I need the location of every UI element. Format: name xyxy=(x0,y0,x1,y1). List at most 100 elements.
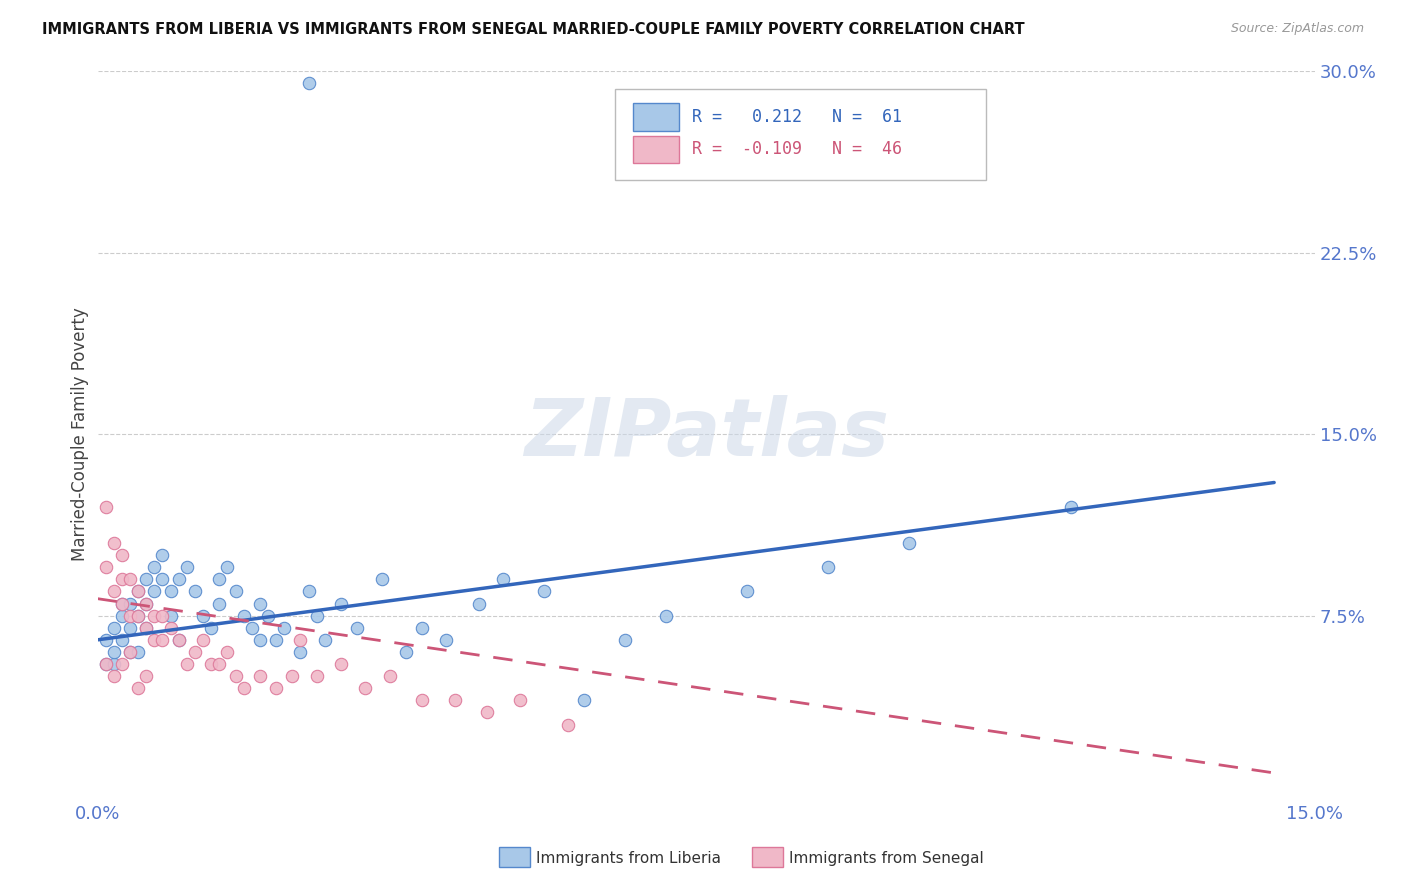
Point xyxy=(94,657,117,671)
Point xyxy=(225,584,247,599)
Point xyxy=(217,645,239,659)
Point xyxy=(817,560,839,574)
Point xyxy=(508,693,530,707)
Point xyxy=(305,608,328,623)
Point xyxy=(127,584,149,599)
Point xyxy=(249,632,271,647)
Point xyxy=(614,632,637,647)
Point xyxy=(297,584,319,599)
Point xyxy=(176,657,198,671)
Point xyxy=(127,584,149,599)
Point xyxy=(232,608,254,623)
Point xyxy=(111,632,134,647)
Point xyxy=(94,560,117,574)
Point xyxy=(127,608,149,623)
Point xyxy=(159,608,181,623)
Point xyxy=(135,621,157,635)
Point xyxy=(305,669,328,683)
Point xyxy=(135,572,157,586)
Point xyxy=(159,584,181,599)
Point xyxy=(94,500,117,514)
Point xyxy=(135,669,157,683)
Point xyxy=(152,572,174,586)
Point xyxy=(232,681,254,696)
Point xyxy=(94,632,117,647)
Point xyxy=(436,632,458,647)
Point xyxy=(492,572,515,586)
Point xyxy=(111,548,134,562)
FancyBboxPatch shape xyxy=(614,89,986,180)
Point xyxy=(143,560,166,574)
Point xyxy=(135,621,157,635)
Text: ZIPatlas: ZIPatlas xyxy=(523,395,889,473)
Point xyxy=(898,536,921,550)
Text: Immigrants from Liberia: Immigrants from Liberia xyxy=(536,851,721,865)
Point xyxy=(411,693,433,707)
Point xyxy=(411,621,433,635)
Point xyxy=(167,632,190,647)
Text: Immigrants from Senegal: Immigrants from Senegal xyxy=(789,851,984,865)
Point xyxy=(143,632,166,647)
Point xyxy=(273,621,295,635)
Point xyxy=(118,597,141,611)
Point xyxy=(111,597,134,611)
Point xyxy=(152,548,174,562)
Point xyxy=(184,645,207,659)
Point xyxy=(654,608,676,623)
Point xyxy=(443,693,465,707)
Point xyxy=(184,584,207,599)
Point xyxy=(103,657,125,671)
Point xyxy=(143,584,166,599)
Point xyxy=(167,632,190,647)
Point xyxy=(395,645,418,659)
Point xyxy=(475,706,498,720)
Bar xyxy=(633,136,679,163)
Point xyxy=(135,597,157,611)
Y-axis label: Married-Couple Family Poverty: Married-Couple Family Poverty xyxy=(72,307,89,561)
Point xyxy=(208,597,231,611)
Point xyxy=(103,669,125,683)
Point xyxy=(152,632,174,647)
Point xyxy=(118,645,141,659)
Point xyxy=(378,669,401,683)
Point xyxy=(127,681,149,696)
Point xyxy=(557,717,579,731)
Point xyxy=(167,572,190,586)
Point xyxy=(257,608,280,623)
Point xyxy=(354,681,377,696)
Point xyxy=(346,621,368,635)
Point xyxy=(159,621,181,635)
Point xyxy=(111,608,134,623)
Text: Source: ZipAtlas.com: Source: ZipAtlas.com xyxy=(1230,22,1364,36)
Point xyxy=(191,632,214,647)
Point xyxy=(264,632,287,647)
Point xyxy=(249,597,271,611)
Point xyxy=(118,645,141,659)
Point xyxy=(111,657,134,671)
Point xyxy=(176,560,198,574)
Bar xyxy=(633,103,679,130)
Point xyxy=(240,621,263,635)
Point xyxy=(330,657,353,671)
Point xyxy=(118,621,141,635)
Point xyxy=(264,681,287,696)
Point xyxy=(191,608,214,623)
Text: R =   0.212   N =  61: R = 0.212 N = 61 xyxy=(692,108,901,126)
Point xyxy=(103,584,125,599)
Point xyxy=(127,608,149,623)
Point xyxy=(208,657,231,671)
Point xyxy=(118,572,141,586)
Point xyxy=(200,621,222,635)
Point xyxy=(143,608,166,623)
Point xyxy=(94,657,117,671)
Point xyxy=(118,608,141,623)
Point xyxy=(111,572,134,586)
Point xyxy=(574,693,596,707)
Point xyxy=(297,76,319,90)
Point xyxy=(127,645,149,659)
Point xyxy=(290,645,312,659)
Point xyxy=(330,597,353,611)
Point xyxy=(103,645,125,659)
Point xyxy=(208,572,231,586)
Text: R =  -0.109   N =  46: R = -0.109 N = 46 xyxy=(692,140,901,159)
